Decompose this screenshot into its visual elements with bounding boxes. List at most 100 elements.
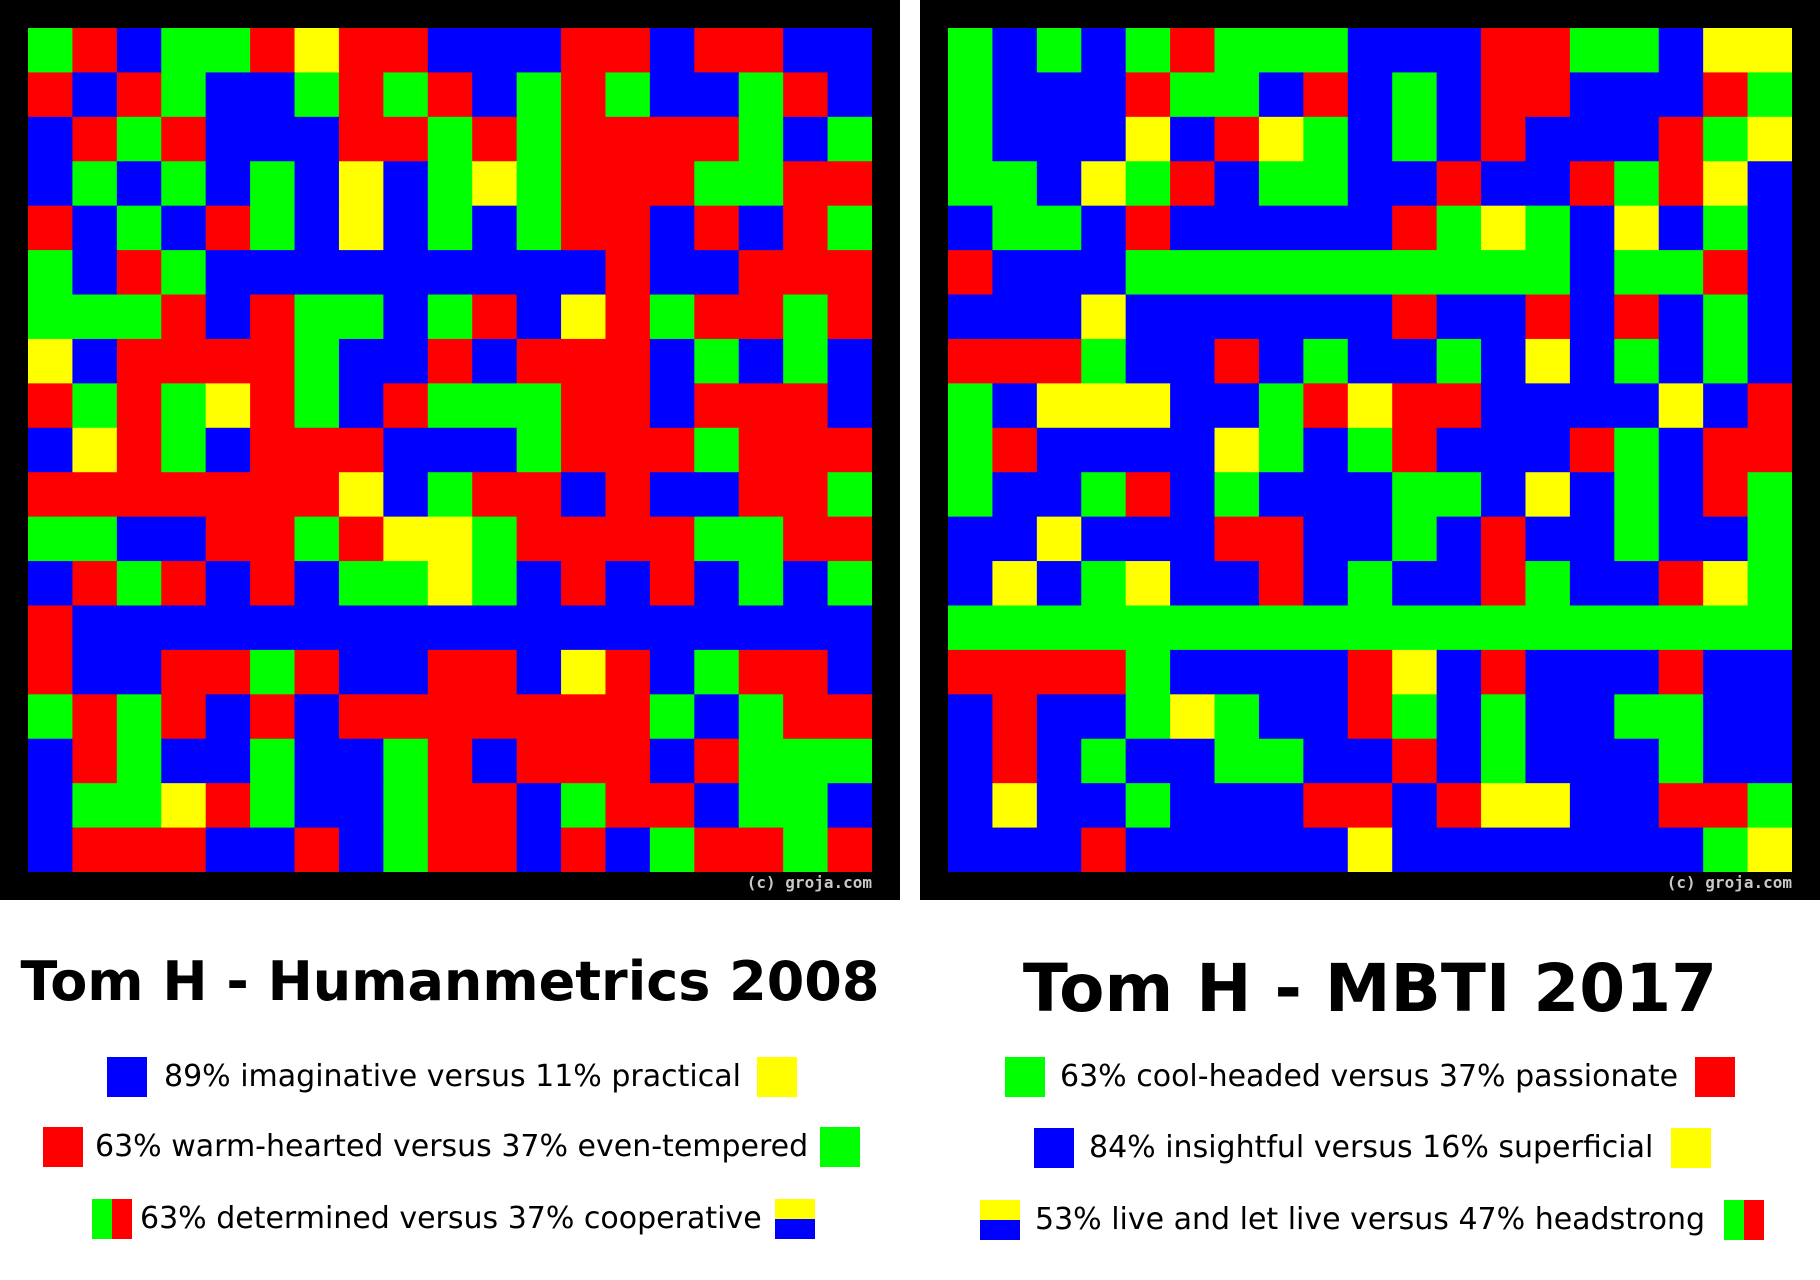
grid-cell bbox=[738, 338, 784, 384]
grid-cell bbox=[694, 205, 740, 251]
grid-cell bbox=[472, 427, 518, 473]
grid-cell bbox=[1658, 294, 1704, 340]
grid-cell bbox=[383, 116, 429, 162]
grid-cell bbox=[1258, 250, 1304, 296]
grid-cell bbox=[1747, 472, 1792, 518]
legend-row-left-3: 63% determined versus 37% cooperative bbox=[92, 1199, 817, 1239]
grid-cell bbox=[427, 605, 473, 651]
grid-cell bbox=[783, 28, 829, 74]
grid-cell bbox=[1392, 250, 1438, 296]
legend-row-right-1: 63% cool-headed versus 37% passionate bbox=[1005, 1057, 1735, 1097]
grid-cell bbox=[992, 116, 1038, 162]
grid-cell bbox=[827, 605, 872, 651]
grid-cell bbox=[516, 694, 562, 740]
grid-cell bbox=[1258, 28, 1304, 74]
grid-cell bbox=[694, 250, 740, 296]
grid-cell bbox=[1614, 294, 1660, 340]
grid-cell bbox=[205, 116, 251, 162]
grid-cell bbox=[1658, 694, 1704, 740]
grid-cell bbox=[1303, 338, 1349, 384]
grid-cell bbox=[516, 427, 562, 473]
grid-cell bbox=[992, 427, 1038, 473]
grid-cell bbox=[1258, 161, 1304, 207]
chart-title-left: Tom H - Humanmetrics 2008 bbox=[20, 950, 880, 1013]
grid-cell bbox=[1170, 738, 1216, 784]
grid-cell bbox=[472, 294, 518, 340]
grid-cell bbox=[472, 72, 518, 118]
grid-cell bbox=[1525, 605, 1571, 651]
grid-cell bbox=[516, 561, 562, 607]
grid-cell bbox=[338, 827, 384, 872]
copyright-label-right: (c) groja.com bbox=[1666, 873, 1792, 892]
grid-cell bbox=[116, 250, 162, 296]
grid-cell bbox=[605, 472, 651, 518]
grid-cell bbox=[1303, 72, 1349, 118]
grid-cell bbox=[1347, 827, 1393, 872]
grid-cell bbox=[1214, 738, 1260, 784]
grid-cell bbox=[827, 427, 872, 473]
grid-cell bbox=[1703, 205, 1749, 251]
grid-cell bbox=[1170, 161, 1216, 207]
grid-cell bbox=[72, 738, 118, 784]
grid-cell bbox=[161, 427, 207, 473]
grid-cell bbox=[694, 338, 740, 384]
grid-cell bbox=[1036, 383, 1082, 429]
grid-cell bbox=[338, 605, 384, 651]
grid-cell bbox=[294, 383, 340, 429]
grid-cell bbox=[1214, 649, 1260, 695]
grid-cell bbox=[992, 605, 1038, 651]
grid-cell bbox=[294, 472, 340, 518]
grid-cell bbox=[250, 205, 296, 251]
grid-cell bbox=[28, 294, 74, 340]
grid-cell bbox=[1214, 427, 1260, 473]
grid-cell bbox=[1747, 649, 1792, 695]
grid-cell bbox=[694, 694, 740, 740]
grid-cell bbox=[72, 294, 118, 340]
grid-cell bbox=[783, 161, 829, 207]
grid-cell bbox=[1481, 383, 1527, 429]
grid-cell bbox=[1569, 338, 1615, 384]
grid-cell bbox=[1303, 649, 1349, 695]
grid-cell bbox=[605, 383, 651, 429]
grid-cell bbox=[1347, 783, 1393, 829]
grid-cell bbox=[1125, 116, 1171, 162]
grid-cell bbox=[1347, 28, 1393, 74]
grid-cell bbox=[427, 516, 473, 562]
legend-swatch bbox=[775, 1199, 815, 1239]
grid-cell bbox=[827, 383, 872, 429]
grid-cell bbox=[1258, 338, 1304, 384]
grid-cell bbox=[1125, 516, 1171, 562]
grid-cell bbox=[1481, 116, 1527, 162]
grid-cell bbox=[1392, 294, 1438, 340]
grid-cell bbox=[1658, 116, 1704, 162]
grid-cell bbox=[294, 294, 340, 340]
grid-cell bbox=[427, 561, 473, 607]
grid-cell bbox=[1436, 161, 1482, 207]
grid-cell bbox=[383, 649, 429, 695]
grid-cell bbox=[1258, 649, 1304, 695]
grid-cell bbox=[427, 738, 473, 784]
grid-cell bbox=[1258, 516, 1304, 562]
grid-cell bbox=[116, 294, 162, 340]
grid-cell bbox=[161, 72, 207, 118]
grid-cell bbox=[694, 605, 740, 651]
grid-cell bbox=[1614, 338, 1660, 384]
grid-cell bbox=[250, 783, 296, 829]
grid-cell bbox=[294, 250, 340, 296]
grid-cell bbox=[1125, 694, 1171, 740]
grid-cell bbox=[783, 561, 829, 607]
grid-cell bbox=[649, 472, 695, 518]
grid-cell bbox=[161, 294, 207, 340]
grid-cell bbox=[1614, 605, 1660, 651]
grid-cell bbox=[1170, 294, 1216, 340]
grid-cell bbox=[294, 827, 340, 872]
grid-cell bbox=[783, 694, 829, 740]
grid-cell bbox=[1214, 605, 1260, 651]
grid-cell bbox=[1436, 694, 1482, 740]
grid-cell bbox=[205, 383, 251, 429]
grid-cell bbox=[250, 383, 296, 429]
grid-cell bbox=[1214, 472, 1260, 518]
grid-cell bbox=[561, 116, 607, 162]
grid-cell bbox=[1481, 427, 1527, 473]
grid-cell bbox=[948, 383, 994, 429]
